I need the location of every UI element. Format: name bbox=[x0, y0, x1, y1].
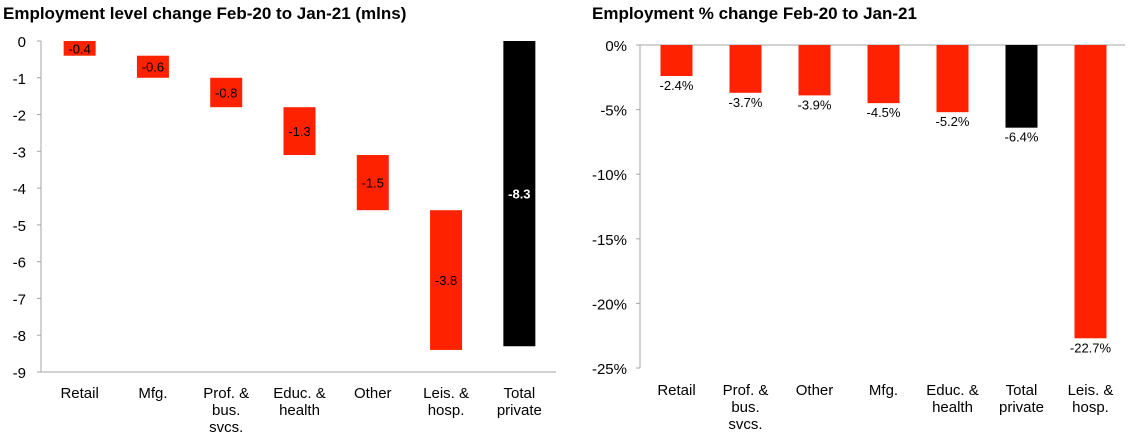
percent-bar bbox=[798, 45, 831, 96]
y-tick-label: -25% bbox=[592, 361, 627, 378]
x-tick-label: Leis. & bbox=[1068, 382, 1114, 399]
x-tick-label: Prof. & bbox=[203, 385, 249, 402]
x-tick-label: health bbox=[932, 399, 973, 416]
x-tick-label: Educ. & bbox=[273, 385, 326, 402]
x-tick-label: Prof. & bbox=[723, 382, 769, 399]
x-tick-label: bus. bbox=[212, 402, 240, 419]
waterfall-bar bbox=[356, 155, 389, 211]
percent-bar bbox=[1005, 45, 1038, 128]
y-tick-label: -10% bbox=[592, 167, 627, 184]
data-label: -3.8 bbox=[435, 273, 457, 288]
waterfall-bar bbox=[430, 210, 463, 350]
x-tick-label: Total bbox=[1006, 382, 1038, 399]
x-tick-label: Mfg. bbox=[138, 385, 167, 402]
x-tick-label: svcs. bbox=[209, 419, 243, 436]
x-tick-label: health bbox=[279, 402, 320, 419]
y-tick-label: -4 bbox=[13, 181, 26, 198]
y-tick-label: -5% bbox=[600, 103, 627, 120]
data-label: -4.5% bbox=[867, 105, 901, 120]
y-tick-label: -7 bbox=[13, 291, 26, 308]
data-label: -0.6 bbox=[142, 60, 164, 75]
percent-bar bbox=[867, 45, 900, 104]
data-label: -1.3 bbox=[288, 124, 310, 139]
waterfall-bar bbox=[63, 41, 96, 56]
data-label: -5.2% bbox=[936, 114, 970, 129]
employment-level-waterfall-chart: 0 -1 -2 -3 -4 -5 -6 -7 -8 -9 -0.4 Retail -0.6 Mfg. -0.… bbox=[13, 34, 556, 436]
x-tick-label: Retail bbox=[60, 385, 98, 402]
data-label: -8.3 bbox=[508, 187, 530, 202]
percent-bar bbox=[1074, 45, 1107, 339]
left-chart-title: Employment level change Feb-20 to Jan-21… bbox=[3, 4, 407, 23]
y-tick-label: 0% bbox=[605, 38, 627, 55]
y-tick-label: -6 bbox=[13, 255, 26, 272]
data-label: -6.4% bbox=[1005, 130, 1039, 145]
x-tick-label: private bbox=[999, 399, 1044, 416]
data-label: -2.4% bbox=[660, 78, 694, 93]
waterfall-bar bbox=[283, 107, 316, 156]
x-tick-label: Other bbox=[796, 382, 834, 399]
x-tick-label: Total bbox=[504, 385, 536, 402]
y-tick-label: -5 bbox=[13, 218, 26, 235]
x-tick-label: svcs. bbox=[728, 416, 762, 433]
waterfall-bar bbox=[210, 77, 243, 108]
waterfall-bar bbox=[503, 41, 536, 347]
right-chart-title: Employment % change Feb-20 to Jan-21 bbox=[592, 4, 917, 23]
x-tick-label: hosp. bbox=[428, 402, 465, 419]
y-tick-label: -9 bbox=[13, 365, 26, 382]
waterfall-bar bbox=[136, 55, 169, 78]
y-tick-label: -3 bbox=[13, 144, 26, 161]
y-tick-label: -20% bbox=[592, 296, 627, 313]
x-tick-label: Other bbox=[354, 385, 392, 402]
data-label: -3.9% bbox=[798, 97, 832, 112]
x-tick-label: hosp. bbox=[1072, 399, 1109, 416]
data-label: -3.7% bbox=[729, 95, 763, 110]
y-tick-label: -1 bbox=[13, 71, 26, 88]
y-tick-label: -2 bbox=[13, 108, 26, 125]
data-label: -0.4 bbox=[68, 41, 90, 56]
y-tick-label: -8 bbox=[13, 328, 26, 345]
percent-bar bbox=[936, 45, 969, 113]
x-tick-label: Educ. & bbox=[926, 382, 979, 399]
x-tick-label: Retail bbox=[657, 382, 695, 399]
x-tick-label: private bbox=[497, 402, 542, 419]
x-tick-label: bus. bbox=[731, 399, 759, 416]
x-tick-label: Mfg. bbox=[869, 382, 898, 399]
y-tick-label: 0 bbox=[18, 34, 26, 51]
data-label: -22.7% bbox=[1070, 340, 1112, 355]
percent-bar bbox=[660, 45, 693, 77]
x-tick-label: Leis. & bbox=[423, 385, 469, 402]
y-tick-label: -15% bbox=[592, 232, 627, 249]
data-label: -0.8 bbox=[215, 85, 237, 100]
percent-bar bbox=[729, 45, 762, 93]
data-label: -1.5 bbox=[362, 176, 384, 191]
